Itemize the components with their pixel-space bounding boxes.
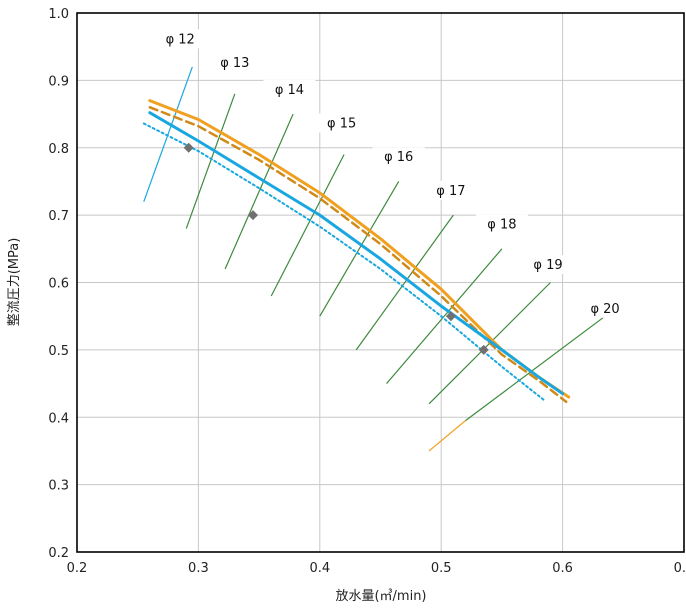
- nozzle-line: [428, 420, 466, 452]
- x-axis-title: 放水量(㎥/min): [335, 589, 426, 604]
- y-axis-title: 整流圧力(MPa): [7, 238, 22, 327]
- nozzle-line-φ18: [386, 248, 503, 384]
- y-tick-label: 0.8: [48, 142, 69, 157]
- nozzle-label: φ 15: [327, 117, 356, 132]
- y-tick-label: 0.7: [48, 209, 69, 224]
- grid: [77, 13, 684, 552]
- x-tick-label: 0.3: [188, 561, 209, 576]
- series-lines: [142, 99, 571, 404]
- series-line-blue-dotted: [142, 122, 546, 402]
- tick-labels: 0.2 0.3 0.4 0.5 0.6 0.7 0.2 0.3 0.4 0.5 0.6 0.7 0.8 0…: [48, 7, 686, 576]
- nozzle-line-φ16: [319, 181, 400, 317]
- label-background: [154, 29, 207, 49]
- x-tick-label: 0.6: [552, 561, 573, 576]
- nozzle-label: φ 13: [220, 56, 249, 71]
- x-tick-label: 0.5: [431, 561, 452, 576]
- nozzle-line-φ12: [143, 66, 193, 202]
- series-line-blue-solid: [148, 111, 565, 396]
- y-tick-label: 0.2: [48, 546, 69, 561]
- label-background: [372, 147, 425, 167]
- nozzle-line-φ15: [270, 154, 345, 297]
- label-background: [208, 52, 261, 72]
- nozzle-line-φ14: [224, 113, 294, 270]
- y-tick-label: 0.3: [48, 479, 69, 494]
- label-background: [315, 113, 368, 133]
- plot-frame: [76, 12, 685, 553]
- nozzle-label: φ 16: [384, 150, 413, 165]
- nozzle-line-φ17: [355, 214, 454, 351]
- data-markers: [183, 142, 489, 355]
- nozzle-line-φ13: [185, 93, 236, 229]
- y-tick-label: 1.0: [48, 7, 69, 22]
- diamond-marker: [478, 344, 489, 355]
- series-line-orange-dashed: [148, 106, 568, 404]
- label-background: [424, 180, 477, 200]
- diamond-marker: [183, 142, 194, 153]
- x-tick-label: 0.4: [309, 561, 330, 576]
- diamond-marker: [248, 210, 259, 221]
- y-tick-label: 0.9: [48, 74, 69, 89]
- nozzle-label: φ 12: [166, 32, 195, 47]
- label-background: [263, 79, 316, 99]
- x-tick-label: 0.2: [67, 561, 88, 576]
- label-background: [522, 255, 575, 275]
- y-tick-label: 0.4: [48, 411, 69, 426]
- nozzle-label: φ 18: [487, 218, 516, 233]
- diamond-marker: [445, 311, 456, 322]
- nozzle-label: φ 14: [275, 83, 304, 98]
- nozzle-line-φ20: [465, 315, 606, 422]
- x-tick-label: 0.7: [674, 561, 686, 576]
- y-tick-label: 0.6: [48, 277, 69, 292]
- label-background: [475, 214, 528, 234]
- label-background: [579, 298, 632, 318]
- nozzle-lines: [143, 66, 606, 452]
- nozzle-label: φ 20: [590, 302, 619, 317]
- y-tick-label: 0.5: [48, 344, 69, 359]
- nozzle-labels: φ 12 φ 13 φ 14 φ 15 φ 16 φ 17 φ 18 φ 19 φ 20: [154, 29, 632, 318]
- nozzle-label: φ 19: [533, 258, 562, 273]
- nozzle-label: φ 17: [436, 184, 465, 199]
